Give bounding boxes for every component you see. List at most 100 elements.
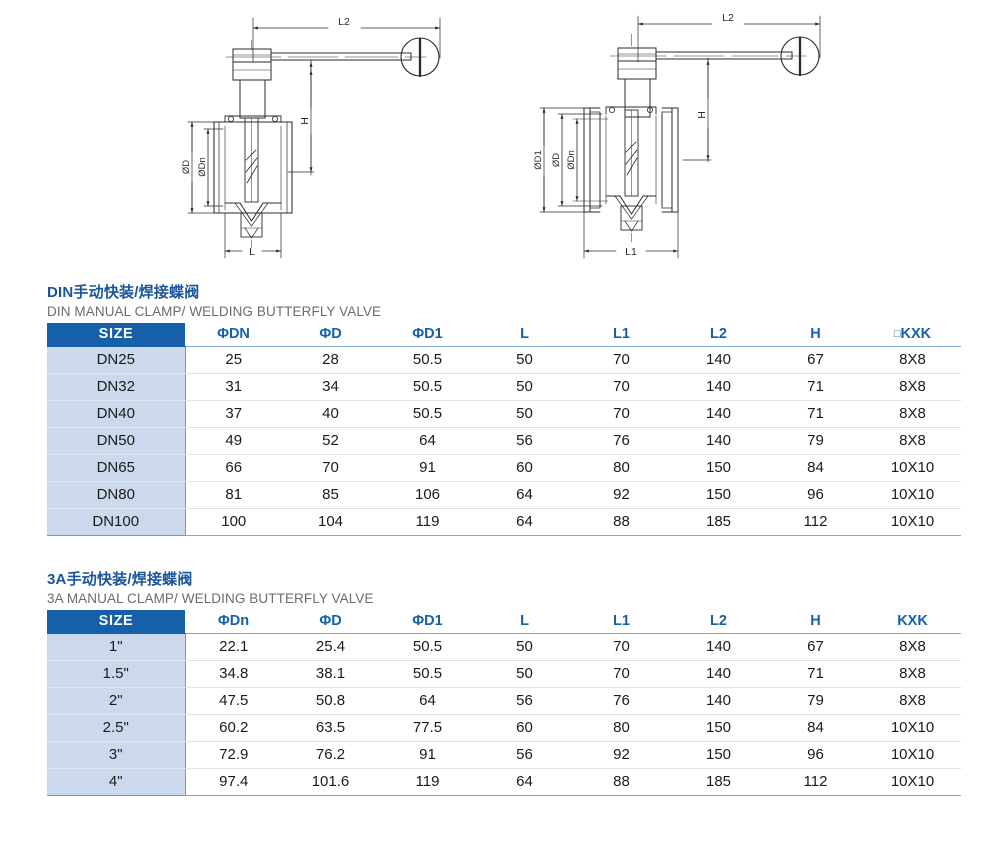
cell-value: 71 [767, 400, 864, 428]
cell-value: 10X10 [864, 481, 961, 509]
cell-value: 71 [767, 373, 864, 401]
cell-value: 8X8 [864, 427, 961, 455]
cell-value: 76 [573, 687, 670, 715]
dim-label-dn: ØDn [566, 150, 577, 170]
section-3a: 3A手动快装/焊接蝶阀 3A MANUAL CLAMP/ WELDING BUT… [0, 570, 961, 796]
col-header-d1: ΦD1 [379, 323, 476, 347]
cell-value: 70 [573, 660, 670, 688]
cell-value: 150 [670, 481, 767, 509]
3a-table-body: 1" 22.1 25.4 50.5 50 70 140 67 8X8 1.5" 34.8 38.1 50… [47, 633, 961, 796]
cell-value: 67 [767, 346, 864, 374]
dim-label-h: H [299, 117, 311, 125]
cell-value: 8X8 [864, 346, 961, 374]
cell-value: 91 [379, 741, 476, 769]
cell-value: 50.5 [379, 373, 476, 401]
cell-value: 66 [185, 454, 282, 482]
cell-value: 25.4 [282, 633, 379, 661]
table-row: 1.5" 34.8 38.1 50.5 50 70 140 71 8X8 [47, 660, 961, 688]
col-header-l: L [476, 323, 573, 347]
dim-label-dn: ØDn [197, 157, 208, 177]
cell-value: 77.5 [379, 714, 476, 742]
cell-value: 104 [282, 508, 379, 536]
col-header-l1: L1 [573, 323, 670, 347]
cell-value: 101.6 [282, 768, 379, 796]
cell-value: 84 [767, 714, 864, 742]
col-header-d: ΦD [282, 323, 379, 347]
col-header-size: SIZE [47, 323, 185, 347]
cell-value: 140 [670, 400, 767, 428]
cell-value: 60 [476, 714, 573, 742]
col-header-kxk-label: KXK [900, 326, 932, 342]
cell-value: 140 [670, 660, 767, 688]
col-header-dn: ΦDN [185, 323, 282, 347]
cell-value: 50.5 [379, 633, 476, 661]
cell-value: 70 [573, 400, 670, 428]
cell-value: 47.5 [185, 687, 282, 715]
cell-value: 150 [670, 741, 767, 769]
cell-value: 31 [185, 373, 282, 401]
dim-label-h: H [696, 111, 708, 119]
cell-value: 50 [476, 400, 573, 428]
cell-size: 1.5" [47, 660, 186, 688]
cell-size: 1" [47, 633, 186, 661]
square-symbol-icon: □ [893, 328, 901, 340]
cell-value: 140 [670, 346, 767, 374]
col-header-kxk: KXK [864, 610, 961, 634]
col-header-l2: L2 [670, 323, 767, 347]
dim-label-l1: L1 [625, 246, 637, 258]
cell-value: 70 [573, 373, 670, 401]
cell-size: DN25 [47, 346, 186, 374]
dim-label-d: ØD [181, 160, 192, 174]
col-header-l: L [476, 610, 573, 634]
table-header-row: SIZE ΦDN ΦD ΦD1 L L1 L2 H □KXK [47, 323, 961, 347]
col-header-h: H [767, 610, 864, 634]
section-title-en-3a: 3A MANUAL CLAMP/ WELDING BUTTERFLY VALVE [47, 591, 374, 606]
table-row: DN100 100 104 119 64 88 185 112 10X10 [47, 508, 961, 536]
cell-value: 92 [573, 481, 670, 509]
cell-value: 67 [767, 633, 864, 661]
cell-value: 8X8 [864, 687, 961, 715]
cell-value: 64 [379, 687, 476, 715]
cell-value: 97.4 [185, 768, 282, 796]
cell-size: 2.5" [47, 714, 186, 742]
col-header-h: H [767, 323, 864, 347]
cell-value: 8X8 [864, 373, 961, 401]
table-row: DN25 25 28 50.5 50 70 140 67 8X8 [47, 346, 961, 374]
col-header-dn: ΦDn [185, 610, 282, 634]
dim-label-l2: L2 [338, 16, 350, 28]
cell-value: 64 [476, 768, 573, 796]
cell-value: 25 [185, 346, 282, 374]
cell-value: 140 [670, 427, 767, 455]
cell-value: 8X8 [864, 400, 961, 428]
table-row: DN50 49 52 64 56 76 140 79 8X8 [47, 427, 961, 455]
table-header-row: SIZE ΦDn ΦD ΦD1 L L1 L2 H KXK [47, 610, 961, 634]
cell-value: 119 [379, 768, 476, 796]
cell-size: 2" [47, 687, 186, 715]
cell-size: DN80 [47, 481, 186, 509]
cell-value: 100 [185, 508, 282, 536]
cell-value: 50 [476, 633, 573, 661]
cell-value: 96 [767, 481, 864, 509]
cell-value: 79 [767, 427, 864, 455]
cell-value: 72.9 [185, 741, 282, 769]
cell-value: 71 [767, 660, 864, 688]
cell-size: 3" [47, 741, 186, 769]
cell-value: 38.1 [282, 660, 379, 688]
table-row: 1" 22.1 25.4 50.5 50 70 140 67 8X8 [47, 633, 961, 661]
cell-value: 63.5 [282, 714, 379, 742]
din-table-body: DN25 25 28 50.5 50 70 140 67 8X8 DN32 31 34 50.5 50 70… [47, 346, 961, 536]
section-title-cn-din: DIN手动快装/焊接蝶阀 [47, 284, 200, 301]
table-row: DN80 81 85 106 64 92 150 96 10X10 [47, 481, 961, 509]
cell-value: 140 [670, 373, 767, 401]
cell-value: 50 [476, 373, 573, 401]
cell-value: 112 [767, 508, 864, 536]
cell-value: 140 [670, 633, 767, 661]
col-header-l2: L2 [670, 610, 767, 634]
cell-value: 70 [573, 633, 670, 661]
3a-spec-table: SIZE ΦDn ΦD ΦD1 L L1 L2 H KXK 1" 22.1 25.4… [47, 610, 961, 796]
table-row: 3" 72.9 76.2 91 56 92 150 96 10X10 [47, 741, 961, 769]
cell-value: 50.5 [379, 400, 476, 428]
cell-value: 10X10 [864, 454, 961, 482]
cell-value: 185 [670, 768, 767, 796]
cell-value: 185 [670, 508, 767, 536]
